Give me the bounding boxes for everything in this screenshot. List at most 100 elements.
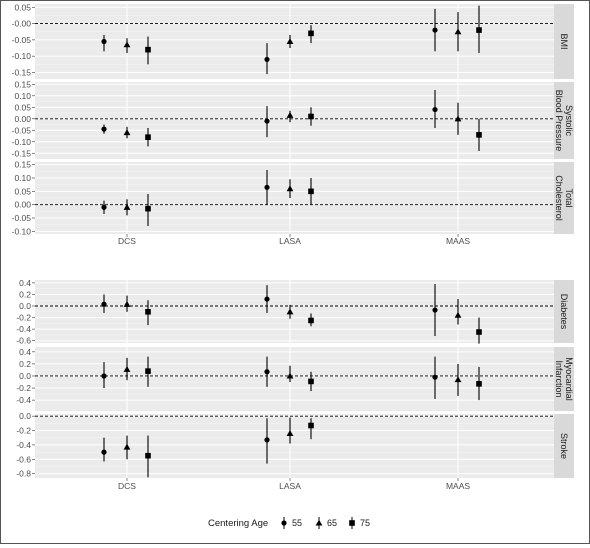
strip-label-line: Stroke [559, 433, 569, 459]
point-marker [308, 422, 314, 429]
y-tick-label: 0.0 [19, 371, 31, 381]
point-maas-age-65 [454, 299, 462, 325]
point-dcs-age-75 [145, 435, 151, 478]
point-dcs-age-75 [145, 127, 151, 147]
legend-key-triangle [315, 519, 323, 526]
x-tick-label-maas: MAAS [446, 481, 470, 491]
point-marker [476, 132, 482, 138]
legend-key-circle [281, 520, 287, 526]
strip-bmi: BMI [554, 4, 574, 79]
point-marker [145, 308, 151, 315]
y-tick-label: 0.05 [14, 186, 31, 196]
point-dcs-age-55 [101, 124, 107, 134]
point-lasa-age-65 [286, 34, 294, 49]
point-dcs-age-75 [145, 356, 151, 387]
point-lasa-age-75 [308, 371, 314, 392]
point-marker [308, 378, 314, 385]
x-tick-label-dcs: DCS [118, 481, 136, 491]
point-lasa-age-75 [308, 313, 314, 327]
y-tick-label: 0.0 [19, 411, 31, 421]
y-tick-label: -0.10 [12, 226, 32, 236]
point-marker [286, 111, 294, 118]
strip-myocardial-infarction: MyocardialInfarction [554, 347, 574, 411]
legend: Centering Age 55 65 75 [208, 517, 370, 529]
point-marker [101, 38, 107, 45]
y-tick-label: 0.15 [14, 160, 31, 170]
point-marker [308, 30, 314, 37]
point-dcs-age-55 [101, 294, 107, 313]
point-dcs-age-65 [123, 435, 131, 460]
point-marker [123, 300, 131, 307]
x-tick-label-lasa: LASA [279, 481, 301, 491]
strip-label-line: BMI [559, 33, 569, 49]
strip-label-line: Systolic [564, 105, 574, 137]
point-dcs-age-65 [123, 357, 131, 381]
strip-label-line: Blood Pressure [554, 90, 564, 152]
point-marker [286, 372, 294, 379]
legend-title: Centering Age [208, 518, 268, 529]
y-tick-label: -0.15 [12, 148, 32, 158]
point-maas-age-55 [432, 284, 438, 337]
point-marker [101, 449, 107, 455]
strip-diabetes: Diabetes [554, 280, 574, 343]
strip-systolic-blood-pressure: SystolicBlood Pressure [554, 82, 574, 159]
y-tick-label: 0.00 [14, 200, 31, 210]
point-marker [432, 106, 438, 113]
y-tick-label: -0.2 [16, 426, 31, 436]
point-marker [264, 369, 270, 375]
point-marker [286, 38, 294, 45]
point-marker [286, 308, 294, 315]
strip-background [554, 414, 574, 478]
point-maas-age-55 [432, 90, 438, 128]
point-dcs-age-55 [101, 200, 107, 214]
point-maas-age-55 [432, 356, 438, 399]
y-tick-label: -0.15 [12, 67, 32, 77]
legend-entry-75: 75 [349, 517, 370, 529]
panel-background [35, 4, 554, 79]
point-lasa-age-55 [264, 285, 270, 313]
strip-background [554, 162, 574, 234]
panel-background [35, 82, 554, 159]
point-marker [145, 368, 151, 374]
point-marker [101, 126, 107, 132]
strip-background [554, 280, 574, 343]
y-tick-label: -0.6 [16, 454, 31, 464]
y-tick-label: -0.2 [16, 313, 31, 323]
panel-stroke: 0.0 -0.2 -0.4 -0.6 -0.8 Stroke [16, 411, 574, 479]
point-maas-age-75 [476, 5, 482, 53]
y-tick-label: -0.8 [16, 469, 31, 479]
strip-background [554, 4, 574, 79]
strip-stroke: Stroke [554, 414, 574, 478]
panel-background [35, 280, 554, 343]
point-lasa-age-75 [308, 25, 314, 44]
point-dcs-age-65 [123, 38, 131, 53]
point-dcs-age-65 [123, 126, 131, 139]
strip-total-cholesterol: TotalCholesterol [554, 162, 574, 234]
strip-label-line: Total [564, 188, 574, 207]
panel-bmi: 0.05 -0.00 -0.05 -0.10 -0.15 BMI [12, 2, 574, 79]
y-tick-label: -0.10 [12, 137, 32, 147]
point-lasa-age-55 [264, 43, 270, 75]
legend-entry-65: 65 [315, 517, 337, 529]
point-lasa-age-75 [308, 178, 314, 205]
point-marker [264, 118, 270, 124]
point-maas-age-55 [432, 8, 438, 52]
panel-total-cholesterol: 0.15 0.10 0.05 0.00 -0.05 -0.10 TotalCholester… [12, 160, 574, 236]
y-tick-label: -0.4 [16, 440, 31, 450]
point-dcs-age-55 [101, 437, 107, 462]
x-tick-label-lasa: LASA [279, 236, 301, 246]
point-marker [454, 115, 462, 122]
point-marker [476, 329, 482, 335]
point-lasa-age-65 [286, 417, 294, 444]
strip-label: Diabetes [559, 294, 569, 330]
point-marker [123, 203, 131, 210]
point-lasa-age-65 [286, 179, 294, 198]
point-marker [145, 205, 151, 212]
strip-label: TotalCholesterol [554, 175, 574, 221]
strip-label-line: Cholesterol [554, 175, 564, 221]
strip-label-line: Myocardial [564, 357, 574, 401]
point-marker [308, 317, 314, 324]
y-tick-label: 0.15 [14, 79, 31, 89]
point-marker [308, 113, 314, 120]
